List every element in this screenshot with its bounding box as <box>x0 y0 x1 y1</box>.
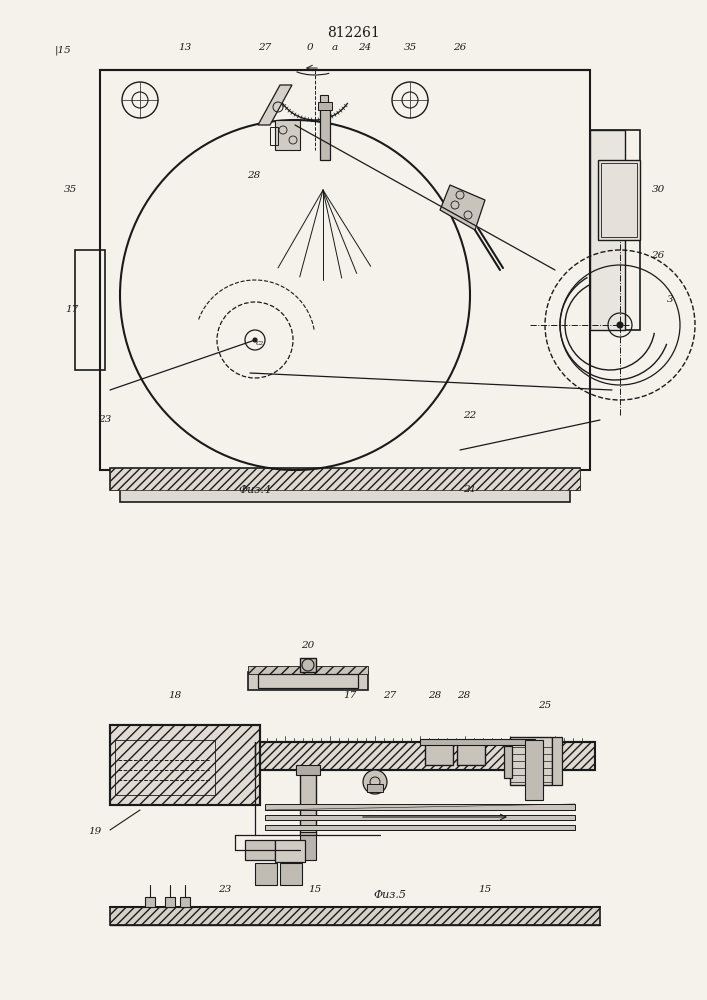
Polygon shape <box>258 85 292 125</box>
Bar <box>265 815 575 820</box>
Bar <box>258 674 358 688</box>
Text: 3: 3 <box>667 296 673 304</box>
Bar <box>296 765 320 775</box>
Bar <box>420 739 535 745</box>
Text: 28: 28 <box>428 690 442 700</box>
Text: 21: 21 <box>463 486 477 494</box>
Text: c₂: c₂ <box>256 339 264 347</box>
Bar <box>525 740 543 800</box>
Text: 30: 30 <box>651 186 665 194</box>
Text: 23: 23 <box>98 416 112 424</box>
Bar <box>145 897 155 907</box>
Bar <box>265 825 575 830</box>
Text: 26: 26 <box>453 43 467 52</box>
Bar <box>110 468 580 490</box>
Text: 18: 18 <box>168 690 182 700</box>
Bar <box>590 130 625 330</box>
Bar <box>115 740 215 795</box>
Bar <box>598 160 640 240</box>
Text: |15: |15 <box>55 45 71 55</box>
Bar <box>120 488 570 502</box>
Text: 13: 13 <box>178 43 192 52</box>
Bar <box>552 737 562 785</box>
Text: a: a <box>332 43 338 52</box>
Circle shape <box>253 338 257 342</box>
Text: 35: 35 <box>64 186 76 194</box>
Bar <box>300 770 316 835</box>
Bar <box>245 840 275 860</box>
Bar <box>320 95 328 150</box>
Circle shape <box>363 770 387 794</box>
Text: 22: 22 <box>463 410 477 420</box>
Bar <box>457 743 485 765</box>
Text: 812261: 812261 <box>327 26 380 40</box>
Text: 25: 25 <box>538 700 551 710</box>
Bar <box>145 742 595 770</box>
Polygon shape <box>440 185 485 230</box>
Text: 20: 20 <box>301 641 315 650</box>
Bar <box>601 163 637 237</box>
Bar <box>300 832 316 860</box>
Text: 24: 24 <box>358 43 372 52</box>
Bar <box>180 897 190 907</box>
Text: 19: 19 <box>88 828 102 836</box>
Bar <box>320 105 330 160</box>
Bar <box>110 725 260 805</box>
Bar <box>248 672 368 690</box>
Bar <box>100 70 590 470</box>
Bar <box>255 863 277 885</box>
Bar <box>280 863 302 885</box>
Text: 17: 17 <box>344 690 356 700</box>
Bar <box>75 250 105 370</box>
Circle shape <box>617 322 623 328</box>
Bar <box>275 120 300 150</box>
Text: 26: 26 <box>651 250 665 259</box>
Text: 27: 27 <box>383 690 397 700</box>
Text: 17: 17 <box>65 306 78 314</box>
Text: 15: 15 <box>479 886 491 894</box>
Bar <box>504 746 512 778</box>
Bar <box>110 725 260 805</box>
Bar <box>110 907 600 925</box>
Bar <box>300 658 316 672</box>
Text: 27: 27 <box>258 43 271 52</box>
Text: 28: 28 <box>247 170 260 180</box>
Text: 0: 0 <box>307 43 313 52</box>
Text: 28: 28 <box>457 690 471 700</box>
Text: 35: 35 <box>404 43 416 52</box>
Text: Φиз.5: Φиз.5 <box>373 890 407 900</box>
Text: 23: 23 <box>218 886 232 894</box>
Bar <box>270 127 278 145</box>
Text: 15: 15 <box>308 886 322 894</box>
Bar <box>590 130 640 330</box>
Bar <box>110 468 580 490</box>
Bar <box>510 737 552 785</box>
Bar <box>425 743 453 765</box>
Text: Φиз.4: Φиз.4 <box>238 485 271 495</box>
Bar <box>275 840 305 862</box>
Bar <box>165 897 175 907</box>
Bar <box>265 804 575 810</box>
Bar <box>318 102 332 110</box>
Bar <box>367 784 383 792</box>
Bar <box>248 666 368 674</box>
